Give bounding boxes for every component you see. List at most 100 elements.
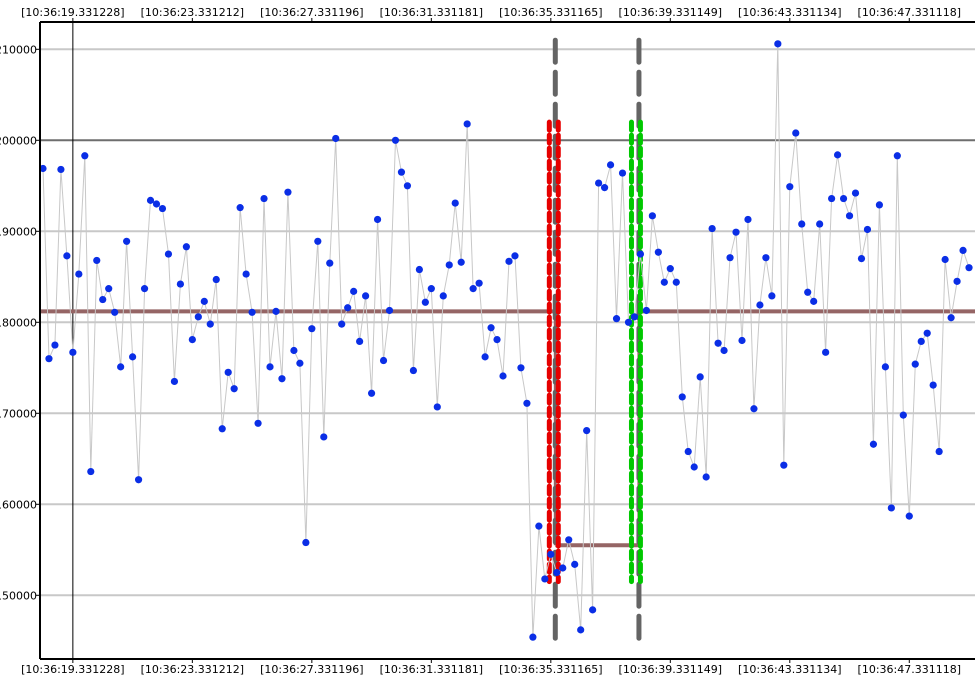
data-point: [218, 425, 226, 433]
x-tick-label: [10:36:35.331165]: [499, 663, 602, 676]
data-point: [403, 182, 412, 190]
data-point: [481, 353, 489, 361]
data-point: [391, 136, 400, 144]
data-point: [672, 278, 680, 286]
data-point: [600, 184, 609, 192]
data-point: [290, 346, 298, 355]
data-point: [87, 467, 95, 476]
data-point: [266, 363, 274, 371]
data-point: [702, 473, 710, 481]
data-point: [953, 277, 961, 285]
data-point: [463, 120, 471, 128]
data-point: [684, 447, 692, 456]
data-point: [935, 447, 943, 456]
y-tick-label: 210000: [0, 43, 37, 56]
data-point: [929, 381, 937, 389]
data-point: [475, 279, 483, 287]
data-point: [487, 324, 495, 332]
data-point: [367, 389, 376, 397]
data-point: [99, 295, 107, 304]
data-point: [63, 252, 71, 260]
data-point: [869, 440, 878, 448]
data-point: [230, 385, 238, 393]
x-tick-label: [10:36:35.331165]: [499, 6, 602, 19]
y-tick-label: 180000: [0, 316, 37, 329]
data-point: [756, 301, 764, 309]
data-point: [708, 224, 716, 233]
data-point: [786, 183, 794, 191]
data-point: [965, 264, 973, 272]
data-point: [690, 463, 698, 471]
x-tick-label: [10:36:23.331212]: [141, 663, 244, 676]
x-tick-label: [10:36:31.331181]: [380, 6, 483, 19]
data-point: [816, 220, 824, 228]
data-point: [129, 353, 137, 361]
data-point: [182, 243, 190, 251]
data-point: [612, 315, 621, 323]
data-point: [678, 393, 686, 401]
data-point: [260, 194, 268, 203]
data-point: [499, 372, 507, 380]
data-point: [762, 254, 770, 262]
data-point: [117, 363, 125, 371]
data-point: [851, 189, 860, 197]
data-point: [553, 568, 561, 577]
y-tick-label: 150000: [0, 589, 37, 602]
data-point: [720, 346, 728, 355]
data-point: [941, 255, 949, 264]
data-point: [774, 40, 782, 48]
data-point: [828, 194, 836, 203]
data-point: [57, 165, 65, 174]
data-point: [804, 288, 812, 296]
data-point: [768, 292, 776, 300]
data-point: [738, 336, 746, 345]
data-point: [696, 373, 704, 381]
y-tick-label: 200000: [0, 134, 37, 147]
data-point: [547, 550, 555, 558]
data-point: [254, 419, 262, 427]
data-point: [798, 220, 806, 228]
data-point: [624, 318, 633, 326]
data-point: [654, 248, 662, 256]
data-point: [188, 335, 196, 344]
data-point: [93, 256, 101, 265]
data-point: [409, 366, 418, 375]
data-point: [732, 228, 740, 236]
data-point: [134, 476, 143, 484]
data-point: [278, 375, 286, 383]
data-point: [379, 356, 388, 365]
data-point: [905, 512, 913, 520]
data-point: [320, 433, 328, 441]
data-point: [887, 504, 895, 512]
plot-frame: [39, 21, 975, 660]
x-tick-label: [10:36:31.331181]: [380, 663, 483, 676]
data-point: [893, 152, 901, 160]
data-point: [863, 225, 872, 234]
data-point: [111, 308, 119, 316]
data-point: [630, 313, 639, 321]
data-point: [511, 252, 519, 260]
data-point: [373, 215, 382, 224]
data-point: [272, 307, 280, 315]
y-tick-label: 170000: [0, 407, 37, 420]
data-point: [45, 355, 53, 363]
data-point: [583, 426, 591, 435]
data-point: [308, 325, 316, 333]
data-point: [469, 285, 477, 293]
data-point: [822, 348, 830, 356]
data-point: [917, 337, 925, 346]
grid-lines: [40, 22, 975, 659]
data-point: [415, 265, 423, 274]
x-tick-label: [10:36:19.331228]: [21, 663, 124, 676]
data-point: [505, 257, 513, 265]
data-point: [350, 287, 358, 295]
data-point: [123, 237, 131, 245]
x-tick-label: [10:36:43.331134]: [738, 663, 841, 676]
data-point: [845, 212, 854, 220]
data-point: [565, 536, 573, 544]
data-point: [792, 129, 800, 137]
x-tick-label: [10:36:47.331118]: [858, 663, 961, 676]
x-tick-label: [10:36:43.331134]: [738, 6, 841, 19]
data-point: [146, 196, 155, 204]
data-point: [51, 341, 59, 349]
